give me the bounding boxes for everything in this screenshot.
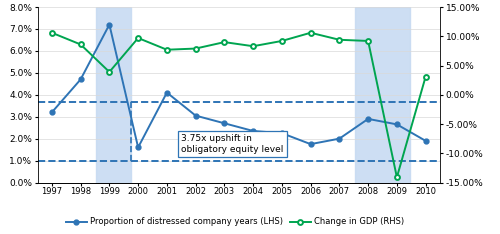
Change in GDP (RHS) xyxy=(422,75,428,78)
Change in GDP (RHS) xyxy=(336,38,342,41)
Change in GDP (RHS) xyxy=(222,41,228,44)
Proportion of distressed company years (LHS) xyxy=(279,132,285,135)
Proportion of distressed company years (LHS) xyxy=(164,91,170,94)
Text: 3.75x upshift in
obligatory equity level: 3.75x upshift in obligatory equity level xyxy=(181,134,284,154)
Change in GDP (RHS) xyxy=(106,71,112,73)
Proportion of distressed company years (LHS) xyxy=(365,117,371,120)
Proportion of distressed company years (LHS) xyxy=(308,143,314,146)
Proportion of distressed company years (LHS) xyxy=(192,114,198,117)
Change in GDP (RHS) xyxy=(279,40,285,42)
Proportion of distressed company years (LHS) xyxy=(250,130,256,132)
Change in GDP (RHS) xyxy=(78,43,84,46)
Proportion of distressed company years (LHS) xyxy=(49,111,55,114)
Change in GDP (RHS) xyxy=(365,40,371,42)
Proportion of distressed company years (LHS) xyxy=(78,78,84,81)
Bar xyxy=(96,7,131,183)
Proportion of distressed company years (LHS) xyxy=(135,146,141,149)
Change in GDP (RHS) xyxy=(135,37,141,40)
Change in GDP (RHS) xyxy=(164,48,170,51)
Legend: Proportion of distressed company years (LHS), Change in GDP (RHS): Proportion of distressed company years (… xyxy=(62,214,408,230)
Line: Change in GDP (RHS): Change in GDP (RHS) xyxy=(50,30,428,180)
Proportion of distressed company years (LHS) xyxy=(336,137,342,140)
Proportion of distressed company years (LHS) xyxy=(222,122,228,125)
Bar xyxy=(355,7,410,183)
Change in GDP (RHS) xyxy=(192,47,198,50)
Change in GDP (RHS) xyxy=(394,176,400,179)
Proportion of distressed company years (LHS) xyxy=(422,139,428,142)
Change in GDP (RHS) xyxy=(308,31,314,34)
Change in GDP (RHS) xyxy=(250,45,256,48)
Proportion of distressed company years (LHS) xyxy=(394,123,400,126)
Change in GDP (RHS) xyxy=(49,31,55,34)
Proportion of distressed company years (LHS) xyxy=(106,23,112,26)
Line: Proportion of distressed company years (LHS): Proportion of distressed company years (… xyxy=(50,22,428,150)
